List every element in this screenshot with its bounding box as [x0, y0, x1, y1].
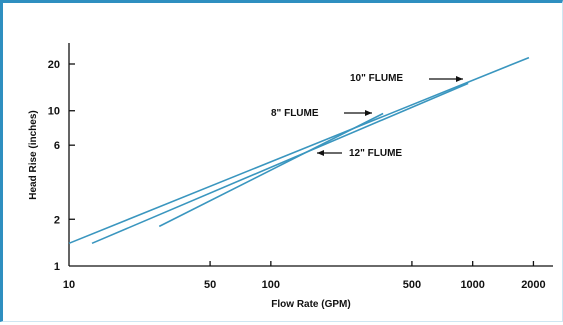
series-line-0	[68, 56, 530, 245]
y-tick-label: 20	[48, 59, 60, 71]
chart: 10 50 100 500 1000 2000 1 2 6 10 20 10" FLUME 8" F…	[28, 43, 553, 310]
annotations: 10" FLUME 8" FLUME 12" FLUME	[271, 73, 463, 159]
x-axis-title: Flow Rate (GPM)	[271, 299, 350, 310]
y-tick-label: 1	[54, 261, 60, 273]
series-line-2	[158, 112, 384, 228]
annotation-arrow-head	[365, 110, 372, 116]
y-tick-label: 10	[48, 106, 60, 118]
x-tick-label: 50	[204, 279, 216, 291]
series-lines	[68, 56, 530, 245]
y-tick-label: 2	[54, 214, 60, 226]
annotation-label: 10" FLUME	[350, 73, 403, 84]
annotation-arrow-head	[456, 76, 463, 82]
x-tick-label: 500	[403, 279, 421, 291]
x-tick-label: 10	[63, 279, 75, 291]
y-tick-label: 6	[54, 140, 60, 152]
x-ticks: 10 50 100 500 1000 2000	[63, 261, 546, 291]
annotation-label: 8" FLUME	[271, 108, 319, 119]
y-ticks: 1 2 6 10 20	[48, 59, 75, 273]
x-tick-label: 2000	[521, 279, 545, 291]
annotation-arrow-head	[317, 150, 324, 156]
x-tick-label: 100	[262, 279, 280, 291]
x-tick-label: 1000	[460, 279, 484, 291]
y-axis-title: Head Rise (inches)	[28, 110, 39, 199]
annotation-label: 12" FLUME	[349, 148, 402, 159]
series-line-1	[91, 82, 469, 245]
